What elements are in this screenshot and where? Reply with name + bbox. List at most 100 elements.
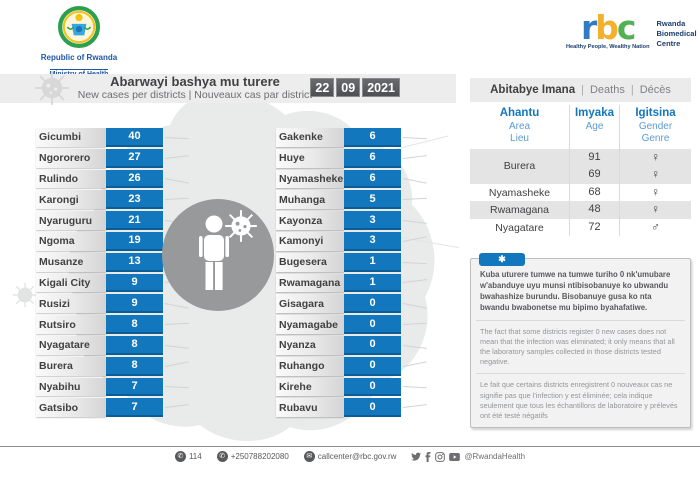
death-age: 48 xyxy=(588,203,601,216)
district-row: Nyagatare 8 xyxy=(36,335,189,355)
district-name: Ngororero xyxy=(36,148,106,168)
district-cases-value: 6 xyxy=(344,148,401,168)
district-cases-value: 9 xyxy=(106,273,163,293)
page-title: Abarwayi bashya mu turere xyxy=(110,74,280,89)
deaths-table-row: Nyagatare 72 ♂ xyxy=(470,218,691,237)
district-row: Nyamasheke 6 xyxy=(276,169,427,189)
leader-line xyxy=(402,303,427,309)
facebook-icon xyxy=(425,451,431,462)
district-name: Nyamasheke xyxy=(276,169,344,189)
gov-country-label: Republic of Rwanda xyxy=(40,53,118,62)
death-genders: ♂ xyxy=(620,219,691,237)
leader-line xyxy=(164,361,189,367)
twitter-icon xyxy=(411,452,422,461)
death-place: Nyamasheke xyxy=(470,183,570,202)
district-name: Huye xyxy=(276,148,344,168)
district-row: Musanze 13 xyxy=(36,252,189,272)
deaths-table-header: Ahantu Area Lieu Imyaka Age Igitsina Gen… xyxy=(470,105,691,149)
district-row: Nyanza 0 xyxy=(276,335,427,355)
leader-line xyxy=(164,344,189,349)
leader-line xyxy=(402,361,427,367)
death-gender-symbol: ♀ xyxy=(651,184,660,199)
note-text-french: Le fait que certains districts enregistr… xyxy=(480,380,678,421)
district-row: Nyabihu 7 xyxy=(36,377,189,397)
death-ages: 72 xyxy=(570,218,620,237)
leader-line xyxy=(402,236,427,242)
deaths-panel-title: Abitabye Imana | Deaths | Décès xyxy=(470,78,691,102)
district-name: Nyamagabe xyxy=(276,315,344,334)
district-cases-value: 26 xyxy=(106,169,163,189)
asterisk-icon: ✱ xyxy=(498,254,506,264)
district-row: Gicumbi 40 xyxy=(36,128,189,147)
district-name: Bugesera xyxy=(276,252,344,272)
deaths-table-row: Nyamasheke 68 ♀ xyxy=(470,183,691,202)
separator: | xyxy=(630,84,634,96)
leader-line xyxy=(402,136,427,140)
district-name: Ruhango xyxy=(276,356,344,376)
district-name: Rusizi xyxy=(36,294,106,314)
divider xyxy=(476,319,685,321)
social-handle-label: @RwandaHealth xyxy=(464,452,526,461)
district-cases-value: 5 xyxy=(344,190,401,210)
instagram-icon xyxy=(435,451,446,462)
district-row: Huye 6 xyxy=(276,148,427,168)
footer-email: ✉ callcenter@rbc.gov.rw xyxy=(303,451,396,462)
district-name: Gicumbi xyxy=(36,128,106,147)
col-label-en: Gender xyxy=(638,120,673,132)
death-age: 72 xyxy=(588,220,601,233)
district-row: Rwamagana 1 xyxy=(276,273,427,293)
district-cases-value: 0 xyxy=(344,335,401,355)
death-gender-symbol: ♀ xyxy=(651,149,660,164)
district-cases-value: 27 xyxy=(106,148,163,168)
deaths-table-row: Burera 91 69 ♀ ♀ xyxy=(470,148,691,184)
person-icon xyxy=(199,215,229,290)
leader-line xyxy=(164,198,189,201)
district-cases-value: 6 xyxy=(344,169,401,189)
district-cases-value: 3 xyxy=(344,231,401,251)
district-list-right: Gakenke 6 Huye 6 Nyamasheke 6 Muhanga 5 Kayonza 3… xyxy=(276,128,427,418)
district-name: Gisagara xyxy=(276,294,344,314)
death-gender-symbol: ♂ xyxy=(651,219,660,234)
district-row: Rubavu 0 xyxy=(276,398,427,418)
leader-line xyxy=(164,386,189,389)
deaths-title-en: Deaths xyxy=(589,84,625,96)
district-name: Musanze xyxy=(36,252,106,272)
district-cases-value: 8 xyxy=(106,315,163,334)
death-genders: ♀ ♀ xyxy=(620,149,691,184)
note-text-english: The fact that some districts register 0 … xyxy=(480,326,675,367)
district-row: Kigali City 9 xyxy=(36,273,189,293)
leader-line xyxy=(164,404,189,409)
district-name: Gatsibo xyxy=(36,398,106,418)
column-header-gender: Igitsina Gender Genre xyxy=(620,105,691,149)
leader-line xyxy=(164,136,189,140)
leader-line xyxy=(402,198,427,201)
district-cases-value: 19 xyxy=(106,231,163,251)
district-row: Rutsiro 8 xyxy=(36,315,189,334)
asterisk-tab: ✱ xyxy=(479,253,525,266)
district-row: Muhanga 5 xyxy=(276,190,427,210)
district-row: Burera 8 xyxy=(36,356,189,376)
leader-line xyxy=(164,303,189,309)
leader-line xyxy=(402,386,427,389)
death-ages: 48 xyxy=(570,201,620,219)
rbc-name-line: Rwanda xyxy=(656,19,686,28)
death-place: Burera xyxy=(470,148,570,184)
district-cases-value: 40 xyxy=(106,128,163,147)
page-subtitle: New cases per districts | Nouveaux cas p… xyxy=(77,88,313,101)
district-name: Muhanga xyxy=(276,190,344,210)
phone-icon: ✆ xyxy=(174,451,186,462)
email-icon: ✉ xyxy=(303,451,315,462)
column-header-area: Ahantu Area Lieu xyxy=(470,105,570,149)
rbc-tagline: Healthy People, Wealthy Nation xyxy=(566,44,650,51)
district-cases-value: 7 xyxy=(106,398,163,418)
phone-icon: ✆ xyxy=(216,451,228,462)
youtube-icon xyxy=(449,452,461,461)
col-label-fr: Lieu xyxy=(510,132,529,144)
date-month: 09 xyxy=(336,78,361,97)
district-name: Rutsiro xyxy=(36,315,106,334)
district-cases-value: 0 xyxy=(344,294,401,314)
district-cases-value: 21 xyxy=(106,211,163,230)
district-cases-value: 0 xyxy=(344,315,401,334)
footer-phone-long: ✆ +250788202080 xyxy=(216,451,289,462)
rbc-logo: rbc Healthy People, Wealthy Nation Rwand… xyxy=(566,11,697,51)
